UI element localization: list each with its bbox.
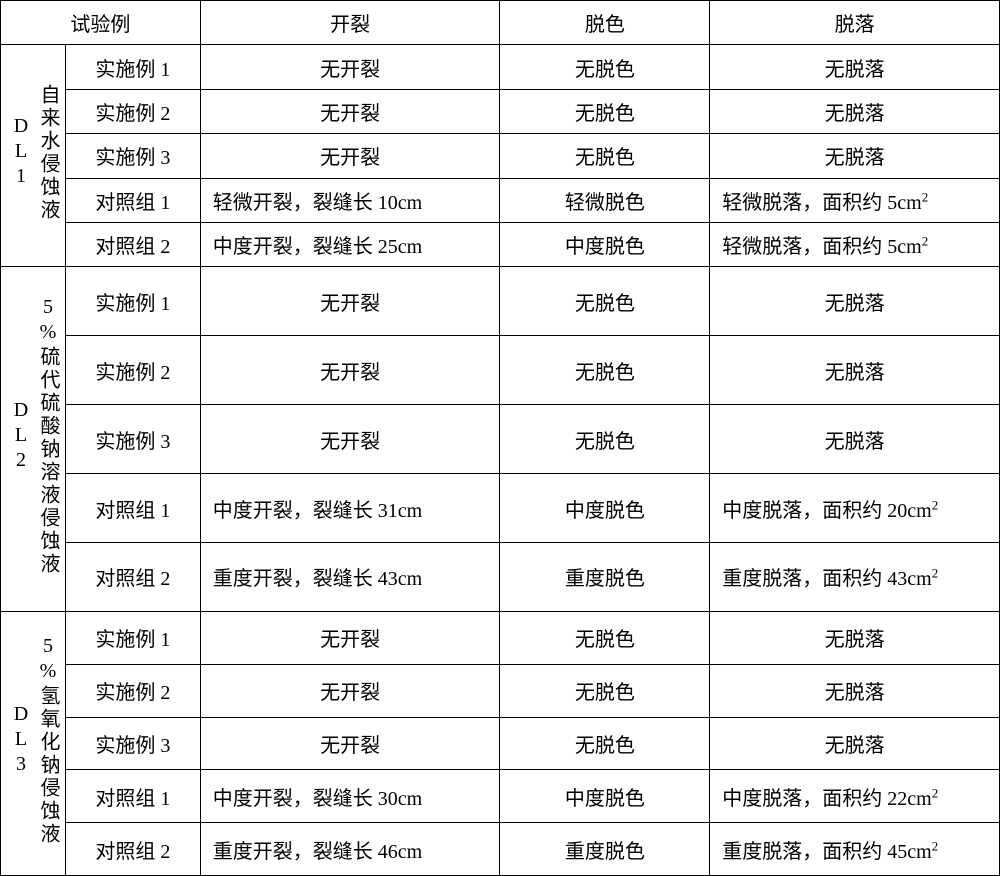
sample-cell: 对照组 1	[65, 474, 200, 543]
peel-cell: 轻微脱落，面积约 5cm2	[710, 222, 1000, 266]
table-row: 对照组 2 重度开裂，裂缝长 46cm 重度脱色 重度脱落，面积约 45cm2	[1, 823, 1000, 876]
crack-cell: 中度开裂，裂缝长 25cm	[200, 222, 500, 266]
fade-cell: 无脱色	[500, 405, 710, 474]
fade-cell: 无脱色	[500, 134, 710, 178]
results-table: 试验例 开裂 脱色 脱落 自来水侵蚀液DL1 实施例 1 无开裂 无脱色 无脱落…	[0, 0, 1000, 876]
peel-cell: 重度脱落，面积约 45cm2	[710, 823, 1000, 876]
fade-cell: 中度脱色	[500, 222, 710, 266]
group-label-text: 5%氢氧化钠侵蚀液DL3	[7, 635, 61, 846]
group-label-dl2: 5%硫代硫酸钠溶液侵蚀液DL2	[1, 267, 66, 612]
fade-cell: 无脱色	[500, 267, 710, 336]
table-row: 实施例 2 无开裂 无脱色 无脱落	[1, 336, 1000, 405]
table-row: 对照组 2 重度开裂，裂缝长 43cm 重度脱色 重度脱落，面积约 43cm2	[1, 543, 1000, 612]
sample-cell: 实施例 2	[65, 664, 200, 717]
table-row: 5%氢氧化钠侵蚀液DL3 实施例 1 无开裂 无脱色 无脱落	[1, 611, 1000, 664]
crack-cell: 轻微开裂，裂缝长 10cm	[200, 178, 500, 222]
fade-cell: 重度脱色	[500, 543, 710, 612]
crack-cell: 重度开裂，裂缝长 43cm	[200, 543, 500, 612]
sample-cell: 对照组 2	[65, 823, 200, 876]
table-row: 自来水侵蚀液DL1 实施例 1 无开裂 无脱色 无脱落	[1, 45, 1000, 89]
crack-cell: 中度开裂，裂缝长 30cm	[200, 770, 500, 823]
fade-cell: 中度脱色	[500, 770, 710, 823]
peel-cell: 无脱落	[710, 45, 1000, 89]
sample-cell: 实施例 3	[65, 134, 200, 178]
table-row: 对照组 2 中度开裂，裂缝长 25cm 中度脱色 轻微脱落，面积约 5cm2	[1, 222, 1000, 266]
sample-cell: 实施例 3	[65, 717, 200, 770]
peel-cell: 无脱落	[710, 134, 1000, 178]
table-container: 试验例 开裂 脱色 脱落 自来水侵蚀液DL1 实施例 1 无开裂 无脱色 无脱落…	[0, 0, 1000, 876]
peel-cell: 无脱落	[710, 89, 1000, 133]
crack-cell: 无开裂	[200, 45, 500, 89]
group-label-text: 5%硫代硫酸钠溶液侵蚀液DL2	[7, 296, 61, 576]
crack-cell: 无开裂	[200, 336, 500, 405]
header-peel: 脱落	[710, 1, 1000, 45]
table-row: 实施例 2 无开裂 无脱色 无脱落	[1, 664, 1000, 717]
table-row: 对照组 1 中度开裂，裂缝长 31cm 中度脱色 中度脱落，面积约 20cm2	[1, 474, 1000, 543]
peel-cell: 无脱落	[710, 611, 1000, 664]
group-label-dl3: 5%氢氧化钠侵蚀液DL3	[1, 611, 66, 875]
table-row: 对照组 1 轻微开裂，裂缝长 10cm 轻微脱色 轻微脱落，面积约 5cm2	[1, 178, 1000, 222]
table-row: 实施例 3 无开裂 无脱色 无脱落	[1, 717, 1000, 770]
sample-cell: 实施例 1	[65, 267, 200, 336]
header-fade: 脱色	[500, 1, 710, 45]
crack-cell: 无开裂	[200, 405, 500, 474]
peel-cell: 无脱落	[710, 664, 1000, 717]
peel-cell: 无脱落	[710, 267, 1000, 336]
table-row: 实施例 3 无开裂 无脱色 无脱落	[1, 405, 1000, 474]
table-header-row: 试验例 开裂 脱色 脱落	[1, 1, 1000, 45]
fade-cell: 无脱色	[500, 717, 710, 770]
sample-cell: 对照组 1	[65, 178, 200, 222]
fade-cell: 无脱色	[500, 336, 710, 405]
fade-cell: 轻微脱色	[500, 178, 710, 222]
fade-cell: 无脱色	[500, 45, 710, 89]
peel-cell: 重度脱落，面积约 43cm2	[710, 543, 1000, 612]
peel-cell: 轻微脱落，面积约 5cm2	[710, 178, 1000, 222]
table-row: 实施例 3 无开裂 无脱色 无脱落	[1, 134, 1000, 178]
fade-cell: 重度脱色	[500, 823, 710, 876]
header-crack: 开裂	[200, 1, 500, 45]
table-row: 对照组 1 中度开裂，裂缝长 30cm 中度脱色 中度脱落，面积约 22cm2	[1, 770, 1000, 823]
table-row: 5%硫代硫酸钠溶液侵蚀液DL2 实施例 1 无开裂 无脱色 无脱落	[1, 267, 1000, 336]
peel-cell: 无脱落	[710, 336, 1000, 405]
header-test-example: 试验例	[1, 1, 201, 45]
peel-cell: 无脱落	[710, 405, 1000, 474]
table-body: 试验例 开裂 脱色 脱落 自来水侵蚀液DL1 实施例 1 无开裂 无脱色 无脱落…	[1, 1, 1000, 876]
sample-cell: 实施例 1	[65, 45, 200, 89]
sample-cell: 实施例 1	[65, 611, 200, 664]
crack-cell: 无开裂	[200, 664, 500, 717]
peel-cell: 中度脱落，面积约 20cm2	[710, 474, 1000, 543]
sample-cell: 实施例 2	[65, 336, 200, 405]
fade-cell: 无脱色	[500, 664, 710, 717]
crack-cell: 重度开裂，裂缝长 46cm	[200, 823, 500, 876]
crack-cell: 中度开裂，裂缝长 31cm	[200, 474, 500, 543]
peel-cell: 无脱落	[710, 717, 1000, 770]
peel-cell: 中度脱落，面积约 22cm2	[710, 770, 1000, 823]
sample-cell: 对照组 2	[65, 222, 200, 266]
crack-cell: 无开裂	[200, 89, 500, 133]
group-label-text: 自来水侵蚀液DL1	[7, 84, 61, 222]
group-label-dl1: 自来水侵蚀液DL1	[1, 45, 66, 267]
fade-cell: 无脱色	[500, 89, 710, 133]
crack-cell: 无开裂	[200, 134, 500, 178]
crack-cell: 无开裂	[200, 267, 500, 336]
sample-cell: 对照组 1	[65, 770, 200, 823]
sample-cell: 对照组 2	[65, 543, 200, 612]
fade-cell: 中度脱色	[500, 474, 710, 543]
fade-cell: 无脱色	[500, 611, 710, 664]
table-row: 实施例 2 无开裂 无脱色 无脱落	[1, 89, 1000, 133]
crack-cell: 无开裂	[200, 611, 500, 664]
sample-cell: 实施例 3	[65, 405, 200, 474]
crack-cell: 无开裂	[200, 717, 500, 770]
sample-cell: 实施例 2	[65, 89, 200, 133]
